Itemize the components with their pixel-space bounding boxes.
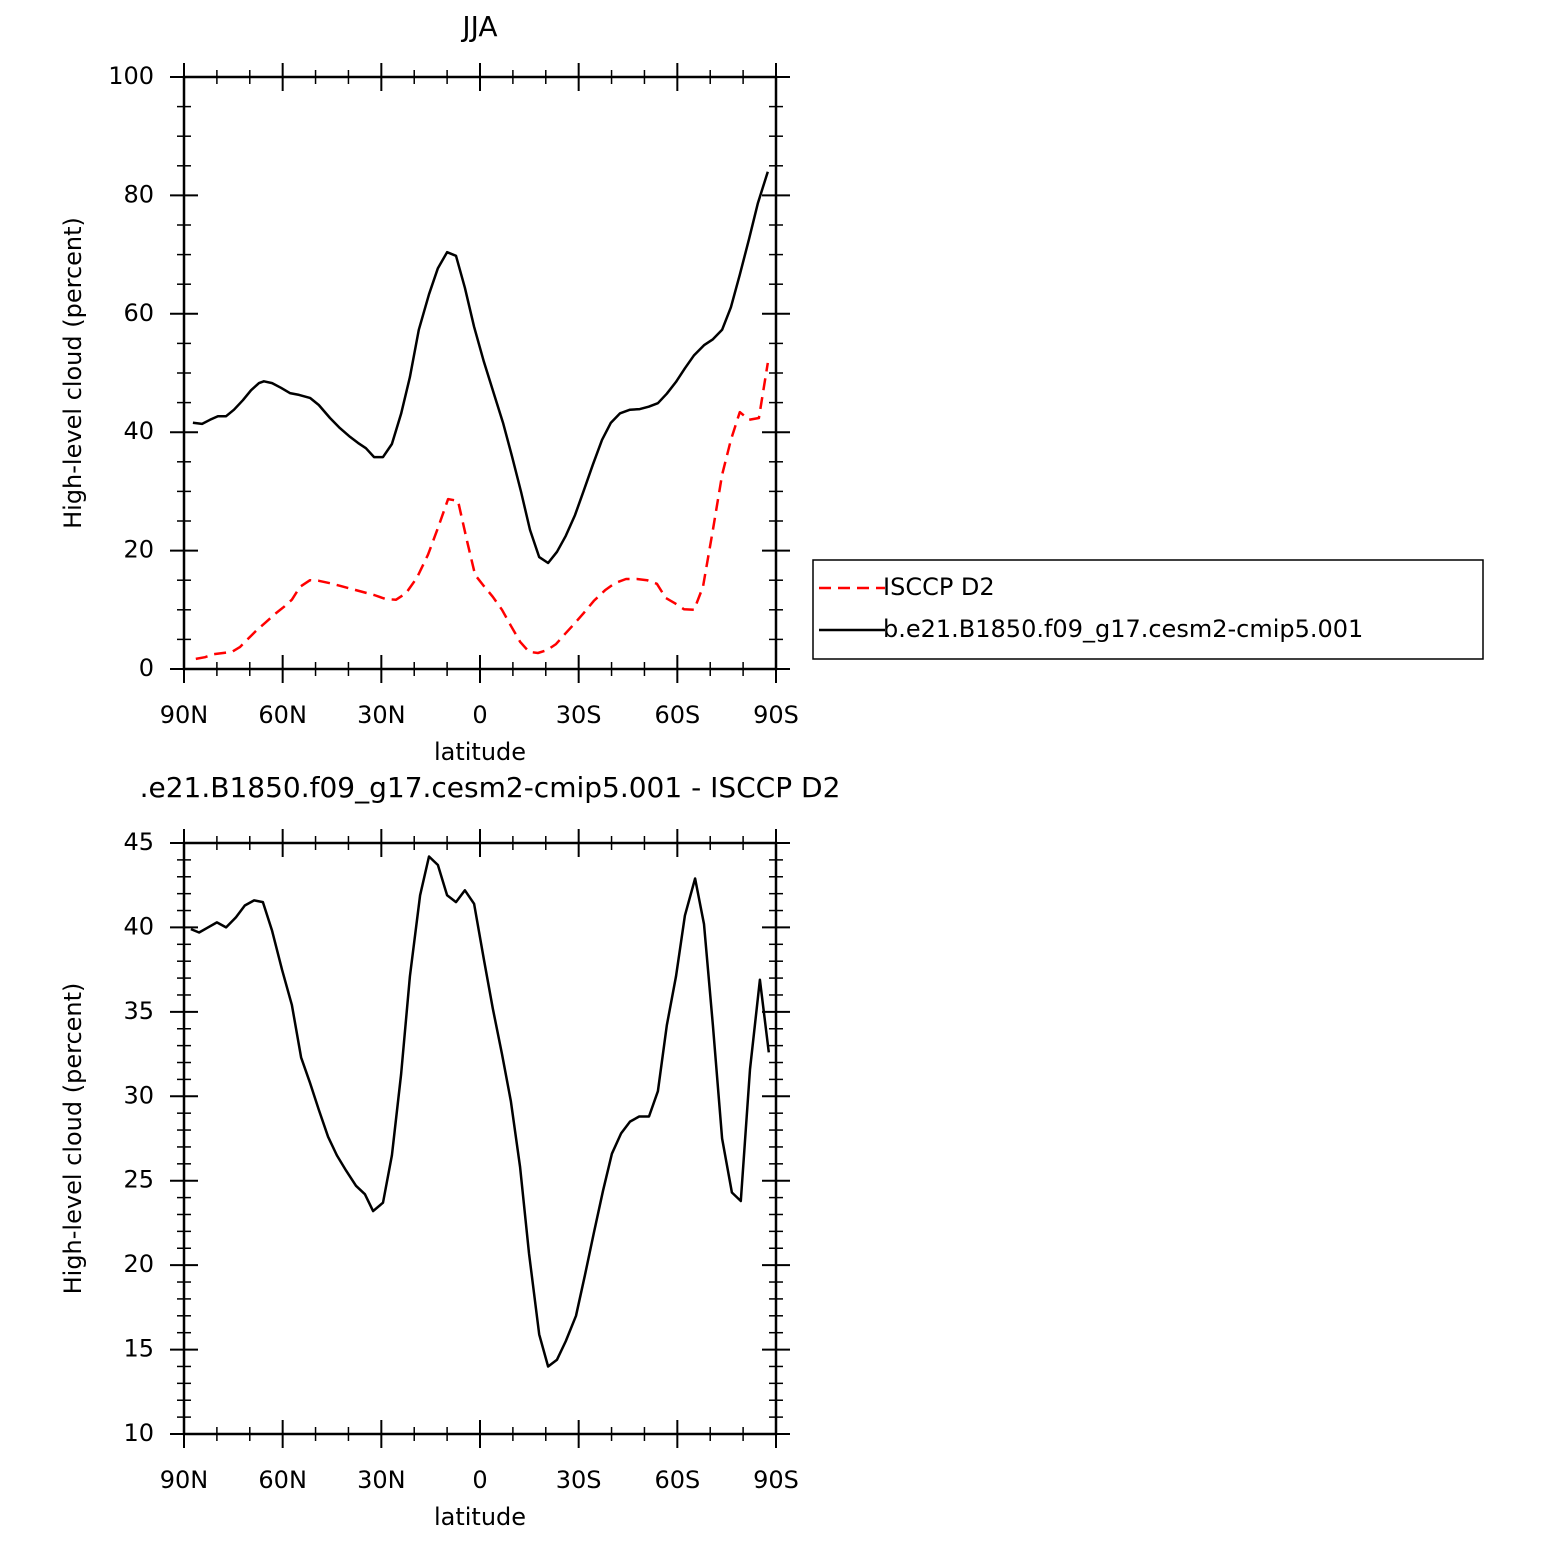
y-tick-label: 25 xyxy=(123,1166,154,1194)
y-tick-label: 0 xyxy=(139,654,154,682)
y-tick-label: 30 xyxy=(123,1081,154,1109)
x-tick-label: 90S xyxy=(753,701,799,729)
y-tick-label: 80 xyxy=(123,180,154,208)
plot-frame xyxy=(182,75,778,671)
y-tick-label: 35 xyxy=(123,997,154,1025)
y-tick-label: 20 xyxy=(123,1250,154,1278)
chart-title: .e21.B1850.f09_g17.cesm2-cmip5.001 - ISC… xyxy=(140,771,841,804)
x-tick-label: 0 xyxy=(472,701,487,729)
x-tick-label: 30S xyxy=(556,701,602,729)
plot-frame xyxy=(182,841,778,1436)
y-tick-label: 60 xyxy=(123,299,154,327)
x-axis-label: latitude xyxy=(434,1503,526,1531)
legend-label: ISCCP D2 xyxy=(883,573,995,601)
x-tick-label: 90S xyxy=(753,1466,799,1494)
x-tick-label: 90N xyxy=(160,1466,209,1494)
data-line xyxy=(192,171,769,565)
x-tick-label: 60N xyxy=(258,1466,307,1494)
y-tick-label: 20 xyxy=(123,536,154,564)
x-tick-label: 90N xyxy=(160,701,209,729)
legend-box xyxy=(812,559,1484,660)
x-tick-label: 60S xyxy=(654,701,700,729)
data-line xyxy=(190,855,771,1368)
legend-label: b.e21.B1850.f09_g17.cesm2-cmip5.001 xyxy=(883,615,1363,643)
y-tick-label: 100 xyxy=(108,62,154,90)
y-tick-label: 40 xyxy=(123,912,154,940)
chart-title: JJA xyxy=(460,10,497,43)
x-tick-label: 60N xyxy=(258,701,307,729)
y-tick-label: 15 xyxy=(123,1335,154,1363)
y-axis-label: High-level cloud (percent) xyxy=(59,217,87,529)
x-tick-label: 30S xyxy=(556,1466,602,1494)
y-tick-label: 40 xyxy=(123,417,154,445)
x-tick-label: 30N xyxy=(357,1466,406,1494)
y-tick-label: 10 xyxy=(123,1419,154,1447)
data-line xyxy=(195,362,770,661)
y-tick-label: 45 xyxy=(123,828,154,856)
x-tick-label: 0 xyxy=(472,1466,487,1494)
y-axis-label: High-level cloud (percent) xyxy=(59,983,87,1295)
x-tick-label: 30N xyxy=(357,701,406,729)
x-axis-label: latitude xyxy=(434,738,526,766)
x-tick-label: 60S xyxy=(654,1466,700,1494)
